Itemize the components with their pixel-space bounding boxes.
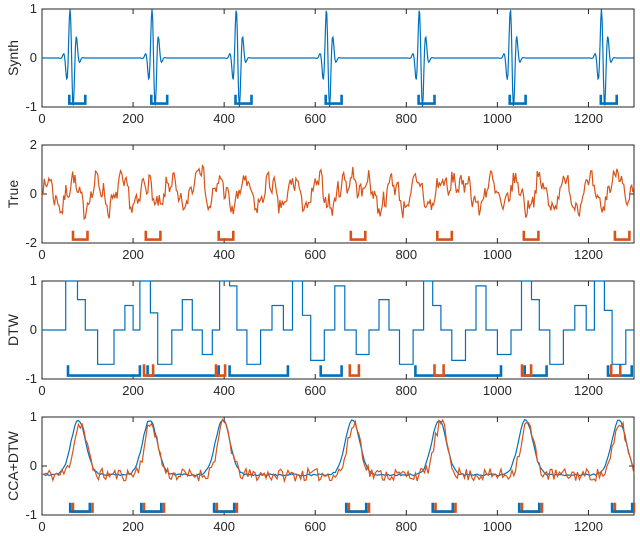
dtw-blue-event-markers	[66, 365, 142, 377]
plot-canvas-synth: 0 200 400 600 800 1000 1200-101	[25, 3, 635, 126]
synth-event-markers	[417, 94, 436, 105]
ylabel-cca-dtw: CCA+DTW	[5, 431, 21, 501]
synth-event-markers	[324, 94, 343, 105]
dtw-aligned-signal	[42, 280, 634, 365]
x-tick-label: 400	[213, 519, 235, 534]
x-tick-label: 1000	[483, 383, 512, 398]
synth-signal	[42, 9, 634, 107]
ylabel-true: True	[5, 179, 21, 209]
dtw-orange-event-markers	[433, 364, 445, 377]
subplot-true: True 0 200 400 600 800 1000 1200 -2 0 2	[0, 139, 640, 275]
x-tick-label: 1000	[483, 519, 512, 534]
true-event-markers	[71, 230, 89, 241]
x-tick-label: 400	[213, 247, 235, 262]
cca-dtw-blue-event-markers	[212, 502, 236, 513]
dtw-orange-event-markers	[520, 364, 533, 377]
x-tick-label: 600	[304, 383, 326, 398]
synth-event-markers	[150, 94, 169, 105]
true-event-markers	[613, 230, 631, 241]
cca-dtw-blue-event-markers	[610, 502, 634, 513]
x-tick-label: 1200	[574, 111, 603, 126]
dtw-blue-event-markers	[414, 365, 503, 377]
y-tick-label: -1	[25, 99, 37, 114]
dtw-orange-event-markers	[609, 364, 622, 377]
cca-dtw-blue-event-markers	[344, 502, 368, 513]
cca-dtw-true-signal	[41, 418, 635, 484]
synth-event-markers	[508, 94, 527, 105]
dtw-orange-event-markers	[142, 364, 155, 377]
synth-event-markers	[68, 94, 87, 105]
x-tick-label: 800	[395, 111, 417, 126]
x-tick-label: 1200	[574, 383, 603, 398]
true-signal	[41, 163, 635, 221]
x-tick-label: 200	[122, 383, 144, 398]
plot-canvas-cca-dtw: 0 200 400 600 800 1000 1200-101	[25, 411, 636, 534]
dtw-blue-event-markers	[523, 365, 548, 377]
true-event-markers	[436, 230, 454, 241]
subplot-cca-dtw: CCA+DTW 0 200 400 600 800 1000 1200 -1 0 1	[0, 411, 640, 547]
x-tick-label: 1200	[574, 247, 603, 262]
x-tick-label: 600	[304, 519, 326, 534]
ylabel-dtw: DTW	[5, 314, 21, 346]
y-tick-label: -1	[25, 507, 37, 522]
ylabel-synth: Synth	[5, 40, 21, 76]
synth-event-markers	[234, 94, 253, 105]
y-tick-label: -2	[25, 235, 37, 250]
y-tick-label: 1	[30, 3, 37, 16]
y-tick-label: 1	[30, 411, 37, 424]
x-tick-label: 400	[213, 383, 235, 398]
y-tick-label: 0	[30, 186, 37, 201]
x-tick-label: 200	[122, 111, 144, 126]
cca-dtw-blue-event-markers	[431, 502, 455, 513]
dtw-orange-event-markers	[214, 364, 227, 377]
x-tick-label: 0	[38, 383, 45, 398]
true-event-markers	[144, 230, 162, 241]
dtw-blue-event-markers	[319, 365, 343, 377]
x-tick-label: 200	[122, 247, 144, 262]
true-event-markers	[217, 230, 235, 241]
y-tick-label: -1	[25, 371, 37, 386]
x-tick-label: 1200	[574, 519, 603, 534]
x-tick-label: 0	[38, 519, 45, 534]
y-tick-label: 0	[30, 458, 37, 473]
x-tick-label: 800	[395, 519, 417, 534]
dtw-blue-event-markers	[146, 365, 220, 377]
x-tick-label: 1000	[483, 247, 512, 262]
y-tick-label: 1	[30, 275, 37, 288]
x-tick-label: 800	[395, 247, 417, 262]
x-tick-label: 400	[213, 111, 235, 126]
y-tick-label: 2	[30, 139, 37, 152]
dtw-blue-event-markers	[228, 365, 290, 377]
x-tick-label: 200	[122, 519, 144, 534]
y-tick-label: 0	[30, 322, 37, 337]
x-tick-label: 1000	[483, 111, 512, 126]
synth-event-markers	[599, 94, 618, 105]
true-event-markers	[349, 230, 367, 241]
x-tick-label: 0	[38, 111, 45, 126]
subplot-dtw: DTW 0 200 400 600 800 1000 1200 -1 0 1	[0, 275, 640, 411]
axes-box	[41, 144, 635, 244]
cca-dtw-blue-event-markers	[517, 502, 541, 513]
cca-dtw-blue-event-markers	[68, 502, 92, 513]
cca-dtw-blue-event-markers	[140, 502, 163, 513]
x-tick-label: 600	[304, 247, 326, 262]
y-tick-label: 0	[30, 50, 37, 65]
dtw-orange-event-markers	[348, 364, 361, 377]
x-tick-label: 600	[304, 111, 326, 126]
plot-canvas-true: 0 200 400 600 800 1000 1200-202	[25, 139, 635, 262]
x-tick-label: 0	[38, 247, 45, 262]
true-event-markers	[522, 230, 540, 241]
x-tick-label: 800	[395, 383, 417, 398]
plot-canvas-dtw: 0 200 400 600 800 1000 1200-101	[25, 275, 635, 398]
cca-dtw-synth-signal	[41, 418, 635, 477]
subplot-synth: Synth 0 200 400 600 800 1000 1200 -1 0 1	[0, 3, 640, 139]
